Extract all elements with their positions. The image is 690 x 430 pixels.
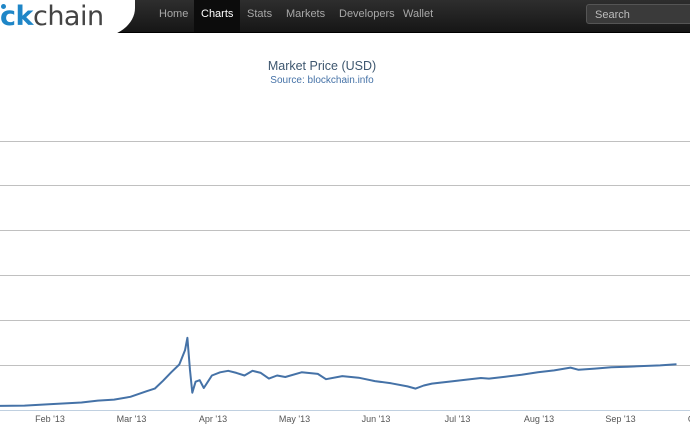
logo-rest: chain	[32, 1, 104, 32]
logo-dot-icon	[1, 4, 6, 9]
x-tick-label: Oct '13	[688, 414, 690, 424]
chart-x-axis: Feb '13 Mar '13 Apr '13 May '13 Jun '13 Jul '…	[35, 414, 690, 424]
logo-area: ckchain	[0, 0, 135, 38]
x-tick-label: Jun '13	[362, 414, 391, 424]
blockchain-logo[interactable]: ckchain	[0, 0, 104, 35]
nav-developers[interactable]: Developers	[339, 8, 395, 20]
nav-wallet[interactable]: Wallet	[403, 8, 434, 20]
search-input[interactable]	[586, 4, 690, 24]
chart-grid	[0, 141, 690, 411]
top-navbar: ckchain Home Charts Stats Markets Develo…	[0, 0, 690, 38]
x-tick-label: Aug '13	[524, 414, 554, 424]
x-tick-label: Feb '13	[35, 414, 65, 424]
x-tick-label: Sep '13	[605, 414, 635, 424]
x-tick-label: Mar '13	[117, 414, 147, 424]
nav-home[interactable]: Home	[159, 8, 189, 20]
nav-markets[interactable]: Markets	[286, 8, 326, 20]
x-tick-label: Jul '13	[445, 414, 471, 424]
chart-title: Market Price (USD)	[267, 59, 377, 73]
x-tick-label: Apr '13	[199, 414, 227, 424]
nav-charts[interactable]: Charts	[194, 0, 241, 32]
nav-stats[interactable]: Stats	[247, 8, 273, 20]
chart-subtitle: Source: blockchain.info	[270, 75, 374, 86]
x-tick-label: May '13	[279, 414, 310, 424]
series-line-market-price[interactable]	[0, 336, 677, 407]
chart-series	[0, 336, 677, 407]
